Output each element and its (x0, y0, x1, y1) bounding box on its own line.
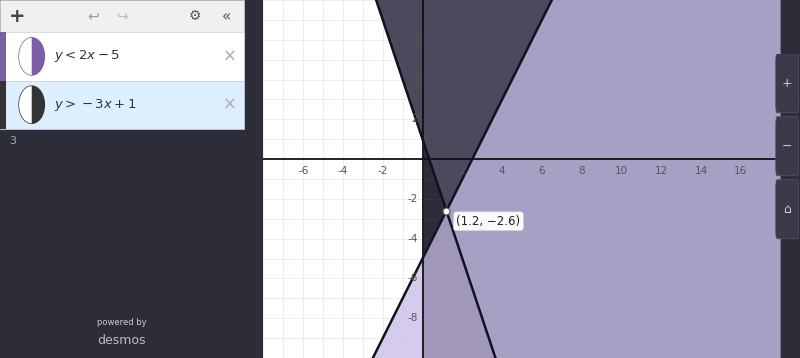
Text: −: − (782, 140, 793, 153)
FancyBboxPatch shape (776, 180, 798, 239)
Text: $y < 2x - 5$: $y < 2x - 5$ (54, 48, 120, 64)
Text: -6: -6 (298, 166, 309, 176)
FancyBboxPatch shape (0, 81, 6, 129)
Circle shape (19, 86, 45, 123)
Text: 6: 6 (538, 166, 546, 176)
Text: 8: 8 (578, 166, 585, 176)
Text: 2: 2 (411, 114, 418, 124)
Text: 14: 14 (694, 166, 708, 176)
Text: -2: -2 (407, 194, 418, 204)
Text: 16: 16 (734, 166, 747, 176)
Bar (263, 0, 422, 358)
Wedge shape (19, 38, 32, 75)
FancyBboxPatch shape (776, 54, 798, 113)
Text: -4: -4 (407, 234, 418, 244)
Text: -4: -4 (338, 166, 348, 176)
FancyBboxPatch shape (0, 0, 244, 32)
Text: 10: 10 (615, 166, 628, 176)
Wedge shape (19, 86, 32, 123)
Text: -2: -2 (378, 166, 388, 176)
Text: -6: -6 (407, 274, 418, 284)
Text: $y > -3x + 1$: $y > -3x + 1$ (54, 97, 136, 113)
Text: ↪: ↪ (116, 9, 128, 23)
Text: ↩: ↩ (87, 9, 98, 23)
Text: «: « (222, 9, 231, 24)
Text: ×: × (222, 47, 236, 66)
FancyBboxPatch shape (0, 32, 6, 81)
Text: desmos: desmos (98, 334, 146, 347)
Text: 4: 4 (498, 166, 506, 176)
Text: 3: 3 (9, 136, 16, 146)
Text: 2: 2 (459, 166, 466, 176)
Text: powered by: powered by (97, 318, 147, 327)
Text: ×: × (222, 96, 236, 114)
Text: 6: 6 (411, 35, 418, 45)
FancyBboxPatch shape (0, 32, 244, 81)
Text: ⚙: ⚙ (189, 9, 202, 23)
Text: 12: 12 (654, 166, 668, 176)
Circle shape (19, 38, 45, 75)
Text: +: + (9, 6, 26, 26)
Text: ⌂: ⌂ (783, 203, 791, 216)
FancyBboxPatch shape (776, 117, 798, 176)
Text: 4: 4 (411, 74, 418, 84)
FancyBboxPatch shape (0, 81, 244, 129)
Text: -8: -8 (407, 313, 418, 323)
Text: (1.2, −2.6): (1.2, −2.6) (456, 215, 521, 228)
Text: +: + (782, 77, 793, 90)
